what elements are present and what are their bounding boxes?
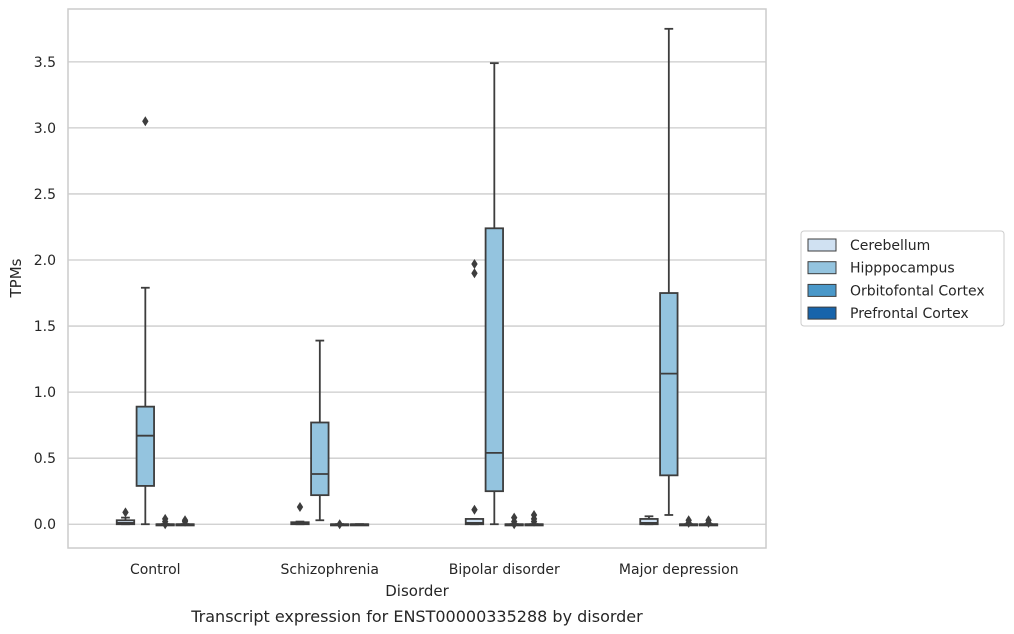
legend-label: Prefrontal Cortex	[850, 306, 969, 322]
legend: Cerebellum Hipppocampus Orbitofontal Corte…	[800, 230, 1005, 327]
y-axis-ticks: 0.0 0.5 1.0 1.5 2.0 2.5 3.0 3.5	[34, 55, 56, 533]
legend-swatch	[807, 238, 837, 252]
box-cerebellum	[639, 515, 659, 526]
box-prefrontal-cortex	[524, 509, 544, 527]
y-tick-label: 0.0	[34, 517, 56, 533]
box-orbitofontal-cortex	[330, 519, 350, 530]
box-prefrontal-cortex	[175, 515, 195, 527]
y-axis-label: TPMs	[7, 258, 25, 298]
y-tick-label: 3.0	[34, 121, 56, 137]
box-rect	[639, 518, 659, 526]
y-tick-label: 2.5	[34, 187, 56, 203]
box-orbitofontal-cortex	[155, 513, 175, 530]
box-prefrontal-cortex	[349, 523, 370, 527]
boxes	[115, 27, 719, 530]
legend-label: Orbitofontal Cortex	[850, 283, 985, 299]
outlier-point	[510, 512, 518, 523]
legend-swatch	[807, 306, 837, 320]
legend-label: Cerebellum	[850, 238, 930, 254]
x-tick-label: Schizophrenia	[281, 562, 379, 578]
box-orbitofontal-cortex	[679, 515, 699, 528]
box-cerebellum	[464, 258, 485, 526]
box-orbitofontal-cortex	[504, 512, 524, 530]
chart-caption: Transcript expression for ENST0000033528…	[190, 607, 643, 626]
x-tick-label: Bipolar disorder	[449, 562, 560, 578]
outlier-point	[705, 515, 712, 526]
outlier-point	[142, 116, 149, 127]
outlier-point	[471, 258, 478, 269]
y-tick-label: 0.5	[34, 451, 56, 467]
x-tick-label: Control	[130, 562, 181, 578]
box-rect	[135, 405, 155, 487]
box-cerebellum	[115, 507, 136, 526]
legend-swatch	[807, 261, 837, 275]
box-cerebellum	[290, 502, 310, 526]
box-rect	[464, 518, 485, 526]
outlier-point	[296, 502, 304, 513]
box-hipppocampus	[659, 27, 679, 516]
grid-lines	[68, 61, 766, 525]
y-tick-label: 3.5	[34, 55, 56, 71]
box-rect	[659, 292, 679, 477]
outlier-point	[471, 504, 478, 515]
y-tick-label: 1.0	[34, 385, 56, 401]
outlier-point	[122, 507, 129, 518]
legend-swatch	[807, 283, 837, 297]
box-prefrontal-cortex	[698, 515, 719, 528]
outlier-point	[530, 509, 538, 520]
box-rect	[310, 421, 330, 497]
box-hipppocampus	[135, 116, 155, 526]
x-axis-label: Disorder	[385, 582, 449, 600]
outlier-point	[161, 513, 169, 524]
legend-frame	[800, 230, 1005, 327]
outlier-point	[181, 515, 189, 526]
outlier-point	[685, 515, 692, 526]
outlier-point	[471, 268, 478, 279]
box-rect	[484, 227, 504, 493]
y-tick-label: 1.5	[34, 319, 56, 335]
y-tick-label: 2.0	[34, 253, 56, 269]
plot-area	[67, 8, 767, 549]
x-axis-ticks: Control Schizophrenia Bipolar disorder Majo…	[130, 562, 739, 578]
legend-label: Hipppocampus	[850, 261, 955, 277]
box-hipppocampus	[484, 62, 504, 526]
outlier-point	[336, 519, 343, 530]
x-tick-label: Major depression	[619, 562, 739, 578]
box-hipppocampus	[310, 339, 330, 522]
